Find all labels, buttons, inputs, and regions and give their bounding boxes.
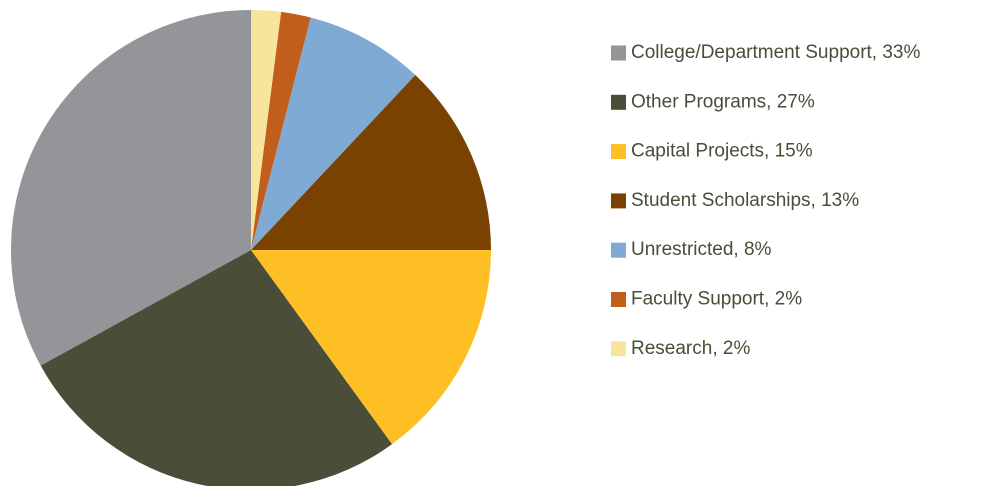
pie-slice [251, 10, 282, 250]
legend-swatch [611, 242, 626, 258]
legend-swatch [611, 144, 626, 160]
legend-swatch [611, 94, 626, 110]
legend-label: Capital Projects, 15% [631, 141, 813, 162]
legend-swatch [611, 292, 626, 307]
legend-label: Faculty Support, 2% [631, 289, 802, 310]
pie-slice [251, 17, 416, 251]
legend-label: Unrestricted, 8% [631, 239, 772, 260]
legend-label: Student Scholarships, 13% [631, 190, 859, 211]
legend-label: Other Programs, 27% [631, 91, 815, 112]
legend-label: College/Department Support, 33% [631, 42, 920, 63]
pie-slice [40, 250, 393, 486]
legend-swatch [611, 45, 626, 61]
pie-slice [251, 75, 491, 250]
pie-slice [10, 10, 251, 366]
legend-swatch [611, 193, 626, 209]
pie-slice [251, 250, 491, 445]
pie-slice [251, 11, 311, 250]
legend-swatch [611, 341, 626, 357]
legend-label: Research, 2% [631, 338, 750, 359]
